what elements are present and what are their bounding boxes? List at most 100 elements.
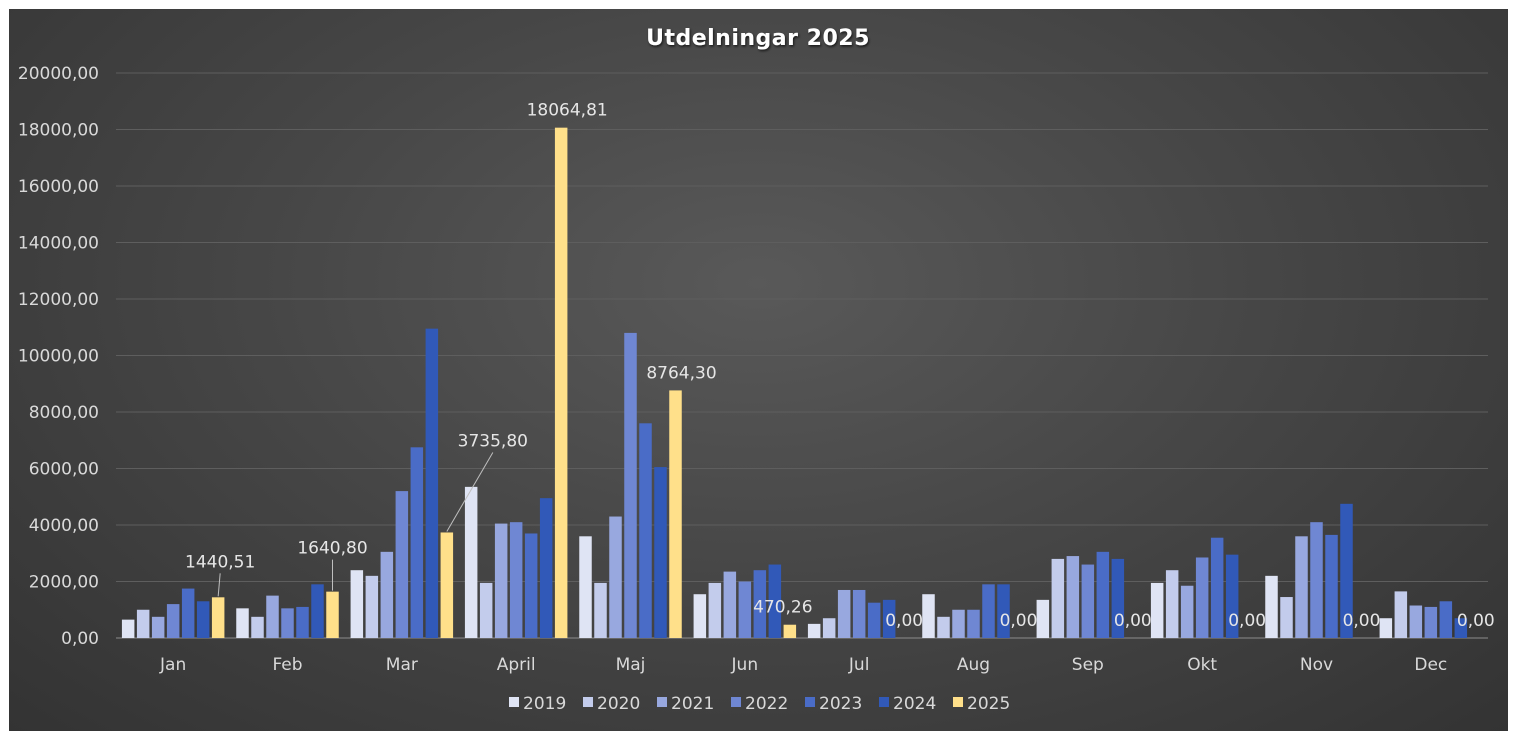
- x-tick-label: Nov: [1300, 655, 1333, 675]
- bar-2020-Jan: [136, 609, 150, 638]
- x-tick-label: Jun: [731, 655, 759, 675]
- bar-2020-Sep: [1051, 558, 1065, 638]
- legend: 2019 2020 2021 2022 2023 2024 2025: [509, 694, 1010, 714]
- bar-2023-Maj: [639, 423, 652, 638]
- bar-2019-Jun: [693, 594, 707, 638]
- bar-chart: Utdelningar 2025 0,00 2000,00 4000,00 6000,…: [18, 26, 1495, 714]
- bar-2020-Aug: [937, 616, 950, 638]
- data-label-Jun: 470,26: [753, 598, 812, 618]
- x-tick-label: Feb: [272, 655, 302, 675]
- bar-2024-Nov: [1340, 503, 1353, 638]
- bar-2020-Okt: [1165, 570, 1179, 638]
- legend-swatch-2021: [657, 697, 667, 707]
- legend-swatch-2023: [805, 697, 815, 707]
- bar-2025-April: [554, 127, 568, 638]
- y-tick-label: 12000,00: [18, 290, 99, 310]
- bar-2021-Sep: [1066, 556, 1080, 638]
- bar-2020-Jun: [708, 582, 722, 638]
- legend-label-2024: 2024: [893, 694, 936, 714]
- bar-2022-April: [509, 522, 523, 638]
- x-tick-label: Dec: [1414, 655, 1447, 675]
- bar-2023-Mar: [410, 447, 424, 638]
- bar-2023-Jan: [181, 588, 195, 638]
- bar-2024-Aug: [997, 584, 1010, 638]
- bar-2025-Feb: [326, 591, 339, 638]
- bar-2022-Okt: [1195, 557, 1209, 638]
- x-tick-label: April: [497, 655, 536, 675]
- bar-2021-Mar: [380, 551, 394, 638]
- x-tick-label: Maj: [616, 655, 646, 675]
- y-axis-ticks: 0,00 2000,00 4000,00 6000,00 8000,00 10000,00…: [18, 64, 99, 649]
- y-tick-label: 6000,00: [29, 460, 99, 480]
- x-tick-label: Sep: [1072, 655, 1104, 675]
- chart-area: Utdelningar 2025 0,00 2000,00 4000,00 6000,…: [9, 9, 1508, 731]
- y-tick-label: 4000,00: [29, 516, 99, 536]
- data-label-Sep: 0,00: [1114, 611, 1152, 631]
- bar-2024-Jan: [196, 601, 210, 638]
- legend-label-2021: 2021: [671, 694, 714, 714]
- bar-2019-Mar: [350, 570, 364, 638]
- data-labels: 1440,51 1640,80 3735,80 18064,81 8764,30 470,…: [185, 101, 1495, 631]
- bar-2023-Nov: [1325, 534, 1338, 638]
- legend-swatch-2022: [731, 697, 741, 707]
- data-label-April: 18064,81: [527, 101, 608, 121]
- x-tick-label: Aug: [957, 655, 990, 675]
- data-label-leader: [217, 573, 221, 597]
- data-label-leader: [446, 452, 494, 532]
- bar-2021-Dec: [1409, 605, 1423, 638]
- bar-2023-Feb: [296, 606, 309, 638]
- bar-2019-Jul: [807, 623, 821, 638]
- bar-2019-April: [464, 486, 478, 638]
- bar-2025-Maj: [669, 390, 682, 638]
- bar-2022-Maj: [624, 332, 637, 638]
- y-tick-label: 20000,00: [18, 64, 99, 84]
- bar-2021-April: [494, 523, 508, 638]
- bar-2019-Nov: [1265, 575, 1278, 638]
- data-label-Nov: 0,00: [1343, 611, 1381, 631]
- x-tick-label: Jan: [159, 655, 186, 675]
- data-label-Okt: 0,00: [1228, 611, 1266, 631]
- y-tick-label: 14000,00: [18, 234, 99, 254]
- data-label-Jul: 0,00: [885, 611, 923, 631]
- bar-2022-Jan: [166, 604, 180, 638]
- x-tick-label: Jul: [848, 655, 870, 675]
- bar-2019-Jan: [121, 619, 135, 638]
- bar-2023-April: [524, 533, 538, 638]
- bar-2022-Feb: [281, 608, 294, 638]
- legend-swatch-2024: [879, 697, 889, 707]
- bar-2024-Feb: [311, 584, 324, 638]
- legend-label-2025: 2025: [967, 694, 1010, 714]
- bar-2021-Jul: [837, 589, 851, 638]
- legend-swatch-2019: [509, 697, 519, 707]
- bar-2020-Dec: [1394, 591, 1408, 638]
- bar-2024-Jul: [882, 599, 896, 638]
- bar-2020-Jul: [822, 618, 836, 638]
- legend-swatch-2020: [583, 697, 593, 707]
- gridlines: [116, 72, 1488, 639]
- data-label-Aug: 0,00: [1000, 611, 1038, 631]
- bar-2019-Sep: [1036, 599, 1050, 638]
- bar-2019-Okt: [1150, 582, 1164, 638]
- bars: [121, 127, 1468, 638]
- y-tick-label: 0,00: [61, 629, 99, 649]
- legend-swatch-2025: [953, 697, 963, 707]
- bar-2022-Sep: [1081, 564, 1095, 638]
- legend-label-2020: 2020: [597, 694, 640, 714]
- bar-2024-Jun: [768, 564, 782, 638]
- y-tick-label: 18000,00: [18, 121, 99, 141]
- bar-2022-Nov: [1310, 522, 1323, 638]
- bar-2025-Jan: [211, 597, 225, 638]
- bar-2020-Maj: [594, 582, 607, 638]
- bar-2021-Aug: [952, 609, 965, 638]
- bar-2019-Maj: [579, 536, 592, 638]
- bar-2021-Maj: [609, 516, 622, 638]
- bar-2020-Nov: [1280, 597, 1293, 638]
- data-label-Dec: 0,00: [1457, 611, 1495, 631]
- bar-2019-Dec: [1379, 618, 1393, 638]
- bar-2024-Dec: [1454, 618, 1468, 638]
- bar-2019-Feb: [236, 608, 249, 638]
- legend-label-2019: 2019: [523, 694, 566, 714]
- chart-title: Utdelningar 2025: [646, 26, 870, 51]
- x-axis-ticks: Jan Feb Mar April Maj Jun Jul Aug Sep Okt Nov Dec: [159, 655, 1447, 675]
- bar-2019-Aug: [922, 594, 935, 638]
